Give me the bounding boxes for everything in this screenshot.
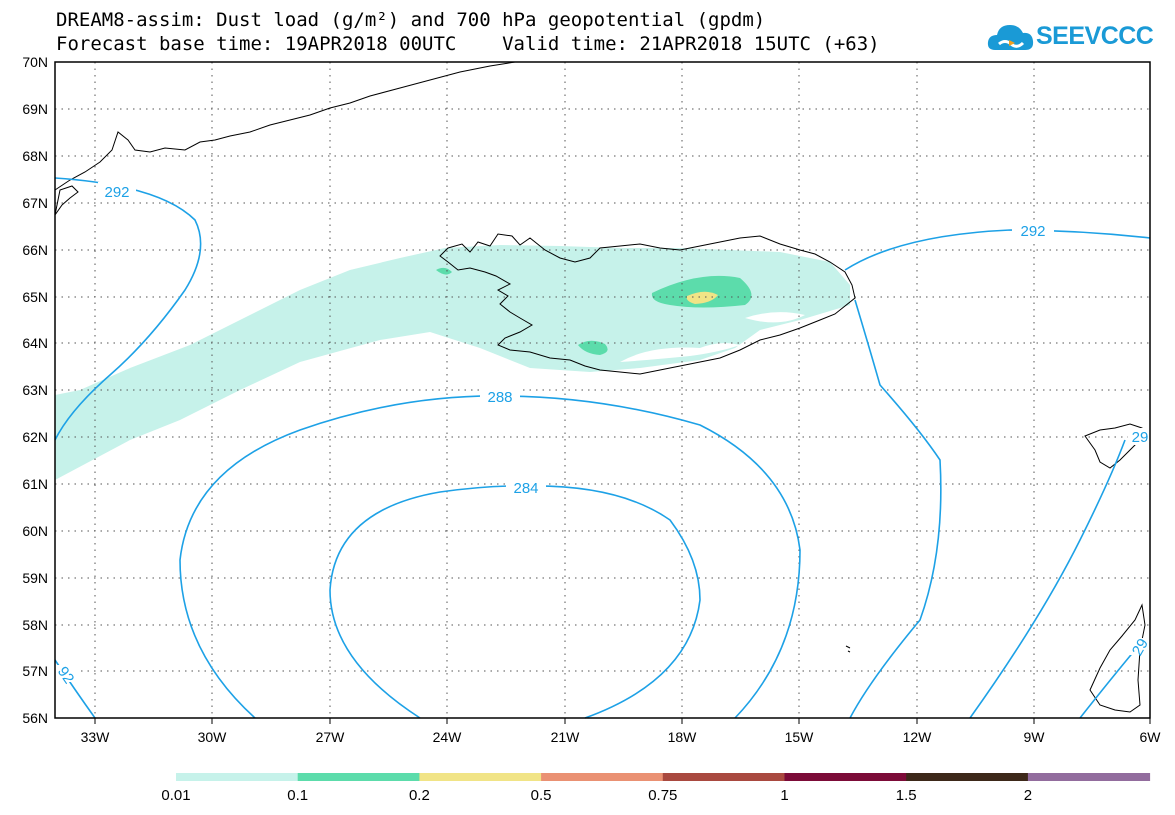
- colorbar-swatch: [541, 773, 664, 781]
- colorbar-label: 0.2: [409, 787, 430, 804]
- lat-label: 60N: [22, 523, 48, 539]
- scotland-coast: [1089, 603, 1146, 713]
- contour-label: 29: [1132, 429, 1149, 446]
- iceland-coast: [439, 233, 856, 375]
- colorbar-swatch: [297, 773, 420, 781]
- ticks: [94, 718, 1151, 724]
- lat-label: 65N: [22, 289, 48, 305]
- dust-load-shading: [55, 245, 850, 480]
- latitude-labels: 70N 69N 68N 67N 66N 65N 64N 63N 62N 61N …: [22, 54, 48, 726]
- lon-label: 24W: [433, 729, 463, 745]
- lat-label: 68N: [22, 148, 48, 164]
- contour-292-west: [54, 177, 202, 441]
- colorbar-label: 0.1: [287, 787, 308, 804]
- colorbar-swatch: [419, 773, 542, 781]
- lon-label: 18W: [668, 729, 698, 745]
- contour-292-east: [844, 229, 1151, 271]
- greenland-coast-west: [54, 185, 79, 216]
- lon-label: 33W: [81, 729, 111, 745]
- colorbar-swatch: [176, 773, 299, 781]
- faroe-coast: [845, 645, 851, 653]
- colorbar-label: 0.01: [161, 787, 190, 804]
- lat-label: 66N: [22, 242, 48, 258]
- contour-284: [329, 485, 701, 719]
- longitude-labels: 33W 30W 27W 24W 21W 18W 15W 12W 9W 6W: [81, 729, 1162, 745]
- lon-label: 21W: [551, 729, 581, 745]
- lat-label: 67N: [22, 195, 48, 211]
- lon-label: 6W: [1140, 729, 1162, 745]
- contour-29x-southeast: [1079, 649, 1136, 719]
- colorbar-label: 1.5: [896, 787, 917, 804]
- map-frame: [54, 61, 1151, 719]
- lat-label: 70N: [22, 54, 48, 70]
- lon-label: 12W: [903, 729, 933, 745]
- colorbar-swatch: [906, 773, 1029, 781]
- contour-29x-east: [969, 439, 1126, 719]
- lon-label: 9W: [1024, 729, 1046, 745]
- colorbar-swatch: [1027, 773, 1151, 781]
- colorbar-label: 1: [780, 787, 788, 804]
- colorbar-label: 0.5: [531, 787, 552, 804]
- greenland-coast: [54, 61, 516, 191]
- contour-288: [179, 395, 801, 719]
- contour-292-east-down: [849, 299, 942, 719]
- colorbar-label: 0.75: [648, 787, 677, 804]
- lat-label: 64N: [22, 335, 48, 351]
- colorbar: 0.01 0.1 0.2 0.5 0.75 1 1.5 2: [161, 773, 1151, 804]
- contour-label: 292: [104, 184, 129, 201]
- map-subtitle: Forecast base time: 19APR2018 00UTC Vali…: [56, 33, 880, 55]
- lat-label: 62N: [22, 429, 48, 445]
- lat-label: 69N: [22, 101, 48, 117]
- lon-label: 15W: [785, 729, 815, 745]
- lat-label: 61N: [22, 476, 48, 492]
- map-title: DREAM8-assim: Dust load (g/m²) and 700 h…: [56, 9, 766, 31]
- lon-label: 30W: [198, 729, 228, 745]
- contour-label: 288: [487, 389, 512, 406]
- colorbar-label: 2: [1024, 787, 1032, 804]
- contour-label: 29: [1129, 636, 1152, 659]
- lat-label: 63N: [22, 382, 48, 398]
- lat-label: 59N: [22, 570, 48, 586]
- colorbar-swatch: [784, 773, 907, 781]
- logo-text: SEEVCCC: [1036, 22, 1154, 50]
- lat-label: 58N: [22, 617, 48, 633]
- contour-label: 92: [54, 664, 77, 687]
- lon-label: 27W: [316, 729, 346, 745]
- graticule: [55, 62, 1150, 718]
- contour-label: 284: [513, 480, 538, 497]
- lat-label: 57N: [22, 663, 48, 679]
- lat-label: 56N: [22, 710, 48, 726]
- contour-label: 292: [1020, 223, 1045, 240]
- colorbar-swatch: [662, 773, 785, 781]
- contour-labels: 292 292 288 284 92 29 29: [54, 182, 1152, 687]
- cloud-icon: [987, 25, 1034, 50]
